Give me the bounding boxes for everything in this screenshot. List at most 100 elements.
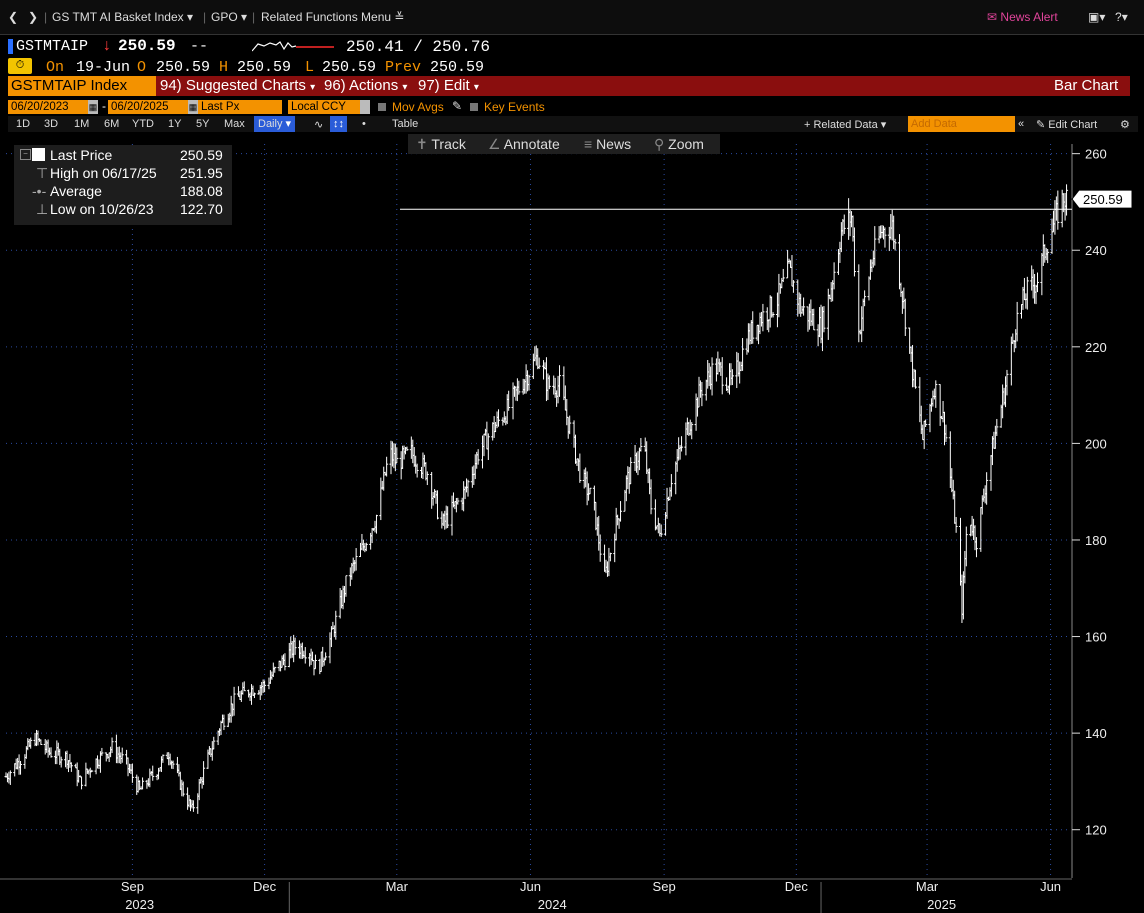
y-tick-label: 160 — [1085, 630, 1107, 645]
range-1d[interactable]: 1D — [16, 118, 31, 130]
range-ytd[interactable]: YTD — [132, 118, 154, 130]
legend-average: -•- Average 188.08 — [14, 183, 232, 201]
range-1m[interactable]: 1M — [74, 118, 90, 130]
price-bar — [405, 446, 409, 452]
calendar-icon[interactable]: ▦ — [88, 100, 98, 114]
basket-menu[interactable]: GS TMT AI Basket Index ▾ — [52, 10, 193, 24]
price-bar — [395, 447, 399, 464]
table-button[interactable]: Table — [392, 118, 419, 130]
news-icon: ≡ — [584, 136, 593, 152]
range-max[interactable]: Max — [224, 118, 245, 130]
y-tick-label: 200 — [1085, 436, 1107, 451]
add-data-input[interactable]: Add Data — [908, 116, 1015, 132]
range-3d[interactable]: 3D — [44, 118, 59, 130]
related-data-label: + Related Data — [804, 119, 878, 131]
forward-icon[interactable]: ❯ — [28, 10, 39, 24]
news-alert-button[interactable]: ✉ News Alert — [987, 10, 1058, 24]
news-button[interactable]: ≡ News — [584, 136, 631, 152]
open-value: 250.59 — [156, 59, 211, 76]
price-bar — [903, 298, 907, 336]
price-bar — [273, 666, 277, 673]
mov-avgs-checkbox[interactable] — [378, 103, 386, 111]
track-button[interactable]: ✝ Track — [416, 136, 466, 153]
calendar-icon[interactable]: ▦ — [188, 100, 198, 114]
chart-style-icon[interactable]: ∿ — [314, 119, 324, 131]
news-alert-label: News Alert — [1000, 10, 1058, 24]
price-bar — [639, 438, 643, 452]
price-bar — [202, 761, 206, 786]
edit-button[interactable]: 97) Edit ▾ — [418, 77, 479, 94]
pencil-icon[interactable]: ✎ — [452, 99, 463, 113]
divider: | — [252, 10, 256, 24]
price-bar — [897, 234, 901, 290]
related-data-button[interactable]: + Related Data ▾ — [804, 119, 887, 131]
price-bar — [212, 736, 216, 750]
price-bar — [669, 474, 673, 497]
x-month-label: Mar — [386, 879, 409, 894]
x-month-label: Dec — [253, 879, 277, 894]
related-functions-menu[interactable]: Related Functions Menu ≚ — [261, 10, 404, 24]
x-year-label: 2024 — [538, 897, 567, 912]
range-5y[interactable]: 5Y — [196, 118, 210, 130]
price-bar — [232, 686, 236, 716]
price-bar — [588, 487, 592, 495]
price-chart[interactable]: 120 140 160 180 200 220 240 260 250.59 Sep Dec Ma… — [0, 134, 1144, 913]
price-bar — [873, 226, 877, 266]
price-bar — [313, 654, 317, 670]
legend-last-value: 250.59 — [180, 147, 223, 163]
gpo-menu[interactable]: GPO ▾ — [211, 10, 247, 24]
range-6m[interactable]: 6M — [104, 118, 120, 130]
help-button[interactable]: ?▾ — [1115, 10, 1128, 24]
range-bar: 1D 3D 1M 6M YTD 1Y 5Y Max Daily ▾ ∿ ↕↕ •… — [8, 116, 1138, 132]
gear-icon[interactable]: ⚙ — [1120, 119, 1130, 131]
low-label: L — [305, 59, 315, 76]
zoom-button[interactable]: ⚲ Zoom — [654, 136, 704, 153]
collapse-legend-icon[interactable]: − — [20, 149, 31, 160]
ohlc-line: ⏱ On 19-Jun O 250.59 H 250.59 L 250.59 P… — [0, 58, 1144, 76]
suggested-charts-button[interactable]: 94) Suggested Charts ▾ — [160, 77, 315, 94]
more-icon[interactable]: • — [362, 118, 366, 130]
last-price: 250.59 — [118, 37, 176, 55]
chart-legend[interactable]: − Last Price 250.59 ⊤ High on 06/17/25 2… — [14, 145, 232, 225]
field-select[interactable]: Last Px — [198, 100, 282, 114]
window-options-icon[interactable]: ▣▾ — [1088, 10, 1106, 24]
currency-select[interactable]: Local CCY — [288, 100, 360, 114]
back-icon[interactable]: ❮ — [8, 10, 19, 24]
price-bar — [1025, 276, 1029, 310]
end-date-field[interactable]: 06/20/2025 — [108, 100, 188, 114]
price-bar — [822, 306, 826, 333]
period-select[interactable]: Daily ▾ — [254, 116, 296, 132]
price-bar — [385, 456, 389, 477]
x-month-label: Mar — [916, 879, 939, 894]
last-value-tag — [1071, 189, 1133, 209]
price-bar — [944, 424, 948, 443]
price-bar — [832, 262, 836, 290]
bar-style-icon[interactable]: ↕↕ — [330, 116, 347, 132]
edit-chart-button[interactable]: ✎ Edit Chart — [1036, 119, 1098, 131]
price-bar — [547, 375, 551, 390]
security-field[interactable]: GSTMTAIP Index — [8, 76, 156, 96]
price-bar — [558, 365, 562, 397]
dropdown-icon[interactable] — [360, 100, 370, 114]
last-value-label: 250.59 — [1083, 192, 1123, 207]
start-date-field[interactable]: 06/20/2023 — [8, 100, 88, 114]
price-bar — [913, 369, 917, 389]
legend-high-value: 251.95 — [180, 165, 223, 181]
price-bar — [110, 737, 114, 754]
y-tick-label: 220 — [1085, 340, 1107, 355]
price-bar — [954, 516, 958, 533]
quote-date: 19-Jun — [76, 59, 131, 76]
actions-button[interactable]: 96) Actions ▾ — [324, 77, 407, 94]
caret-down-icon: ▾ — [402, 82, 408, 93]
legend-last-price: Last Price 250.59 — [14, 147, 232, 165]
annotate-button[interactable]: ∠ Annotate — [488, 136, 560, 153]
collapse-icon[interactable]: « — [1018, 118, 1025, 130]
price-bar — [344, 575, 348, 597]
price-bar — [781, 268, 785, 282]
price-bar — [730, 369, 734, 386]
legend-low-label: Low on 10/26/23 — [50, 201, 154, 217]
legend-low-value: 122.70 — [180, 201, 223, 217]
key-events-checkbox[interactable] — [470, 103, 478, 111]
divider: | — [203, 10, 207, 24]
range-1y[interactable]: 1Y — [168, 118, 182, 130]
